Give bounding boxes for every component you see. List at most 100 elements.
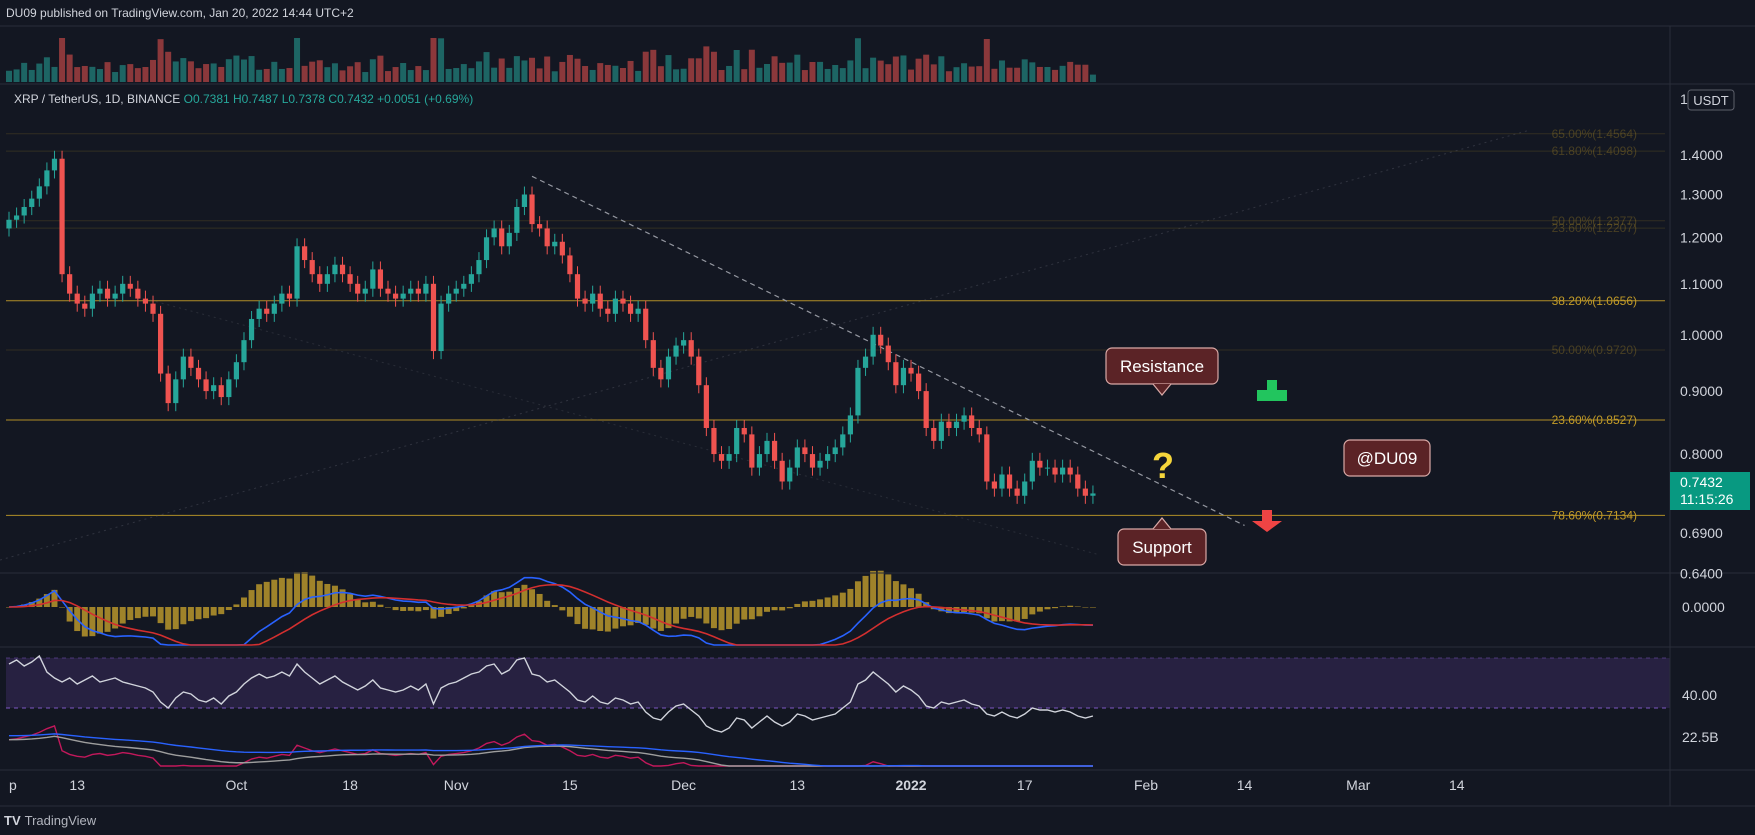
candle-body[interactable]	[408, 288, 414, 294]
candle-body[interactable]	[953, 421, 960, 428]
candle-body[interactable]	[483, 237, 490, 261]
candle-body[interactable]	[355, 283, 361, 294]
candle-body[interactable]	[468, 274, 474, 284]
candle-body[interactable]	[294, 246, 300, 299]
candle-body[interactable]	[574, 274, 581, 299]
candle-body[interactable]	[1082, 488, 1088, 496]
candle-body[interactable]	[89, 293, 95, 309]
candle-body[interactable]	[36, 186, 42, 199]
candle-body[interactable]	[233, 362, 239, 380]
candle-body[interactable]	[264, 308, 270, 314]
candle-body[interactable]	[74, 293, 80, 304]
candle-body[interactable]	[180, 356, 186, 380]
candle-body[interactable]	[718, 454, 725, 461]
support-label[interactable]: Support	[1117, 517, 1207, 566]
candle-body[interactable]	[999, 474, 1005, 489]
currency-badge[interactable]	[1687, 89, 1735, 111]
candle-body[interactable]	[650, 340, 656, 368]
candle-body[interactable]	[688, 340, 694, 357]
candle-body[interactable]	[430, 283, 437, 352]
candle-body[interactable]	[1044, 467, 1051, 469]
candle-body[interactable]	[317, 274, 323, 284]
candle-body[interactable]	[415, 288, 421, 294]
candle-body[interactable]	[51, 158, 58, 171]
candle-body[interactable]	[681, 340, 687, 346]
candle-body[interactable]	[1029, 460, 1035, 482]
candle-body[interactable]	[82, 303, 88, 309]
candle-body[interactable]	[590, 293, 596, 304]
candle-body[interactable]	[984, 434, 990, 482]
candle-body[interactable]	[491, 228, 497, 238]
candle-body[interactable]	[1014, 488, 1020, 496]
candle-body[interactable]	[771, 440, 778, 461]
candle-body[interactable]	[423, 283, 429, 294]
candle-body[interactable]	[127, 283, 133, 289]
candle-body[interactable]	[711, 427, 717, 455]
candle-body[interactable]	[612, 298, 618, 314]
candle-body[interactable]	[900, 367, 907, 386]
candle-body[interactable]	[120, 283, 126, 294]
candle-body[interactable]	[104, 288, 111, 299]
candle-body[interactable]	[1037, 460, 1043, 468]
candle-body[interactable]	[847, 415, 853, 435]
candle-body[interactable]	[991, 481, 997, 489]
candle-body[interactable]	[832, 447, 838, 455]
candle-body[interactable]	[241, 340, 247, 363]
candle-body[interactable]	[286, 293, 293, 299]
candle-body[interactable]	[392, 293, 399, 299]
candle-body[interactable]	[112, 293, 118, 299]
candle-body[interactable]	[635, 308, 641, 314]
candle-body[interactable]	[597, 293, 603, 309]
candle-body[interactable]	[29, 198, 35, 207]
candle-body[interactable]	[377, 269, 384, 289]
candle-body[interactable]	[59, 158, 65, 275]
candle-body[interactable]	[794, 447, 800, 468]
candle-body[interactable]	[529, 194, 535, 225]
candle-body[interactable]	[779, 460, 785, 482]
candle-body[interactable]	[696, 356, 702, 386]
candle-body[interactable]	[271, 303, 277, 314]
candle-body[interactable]	[1060, 467, 1066, 475]
candle-body[interactable]	[976, 427, 982, 435]
candle-body[interactable]	[226, 379, 232, 398]
candle-body[interactable]	[13, 215, 20, 220]
candle-body[interactable]	[1090, 493, 1096, 496]
candle-body[interactable]	[142, 298, 149, 304]
candle-body[interactable]	[825, 454, 831, 461]
candle-body[interactable]	[908, 367, 914, 374]
candle-body[interactable]	[385, 288, 391, 294]
candle-body[interactable]	[332, 264, 338, 275]
candle-body[interactable]	[203, 379, 209, 392]
candlesticks[interactable]	[6, 150, 1096, 504]
candle-body[interactable]	[499, 228, 505, 247]
candle-body[interactable]	[802, 447, 808, 455]
tradingview-logo[interactable]: TV TradingView	[4, 813, 96, 828]
candle-body[interactable]	[1006, 474, 1013, 489]
candle-body[interactable]	[643, 308, 649, 341]
candle-body[interactable]	[567, 255, 573, 275]
candle-body[interactable]	[703, 385, 709, 428]
candle-body[interactable]	[400, 293, 406, 299]
candle-body[interactable]	[453, 288, 459, 294]
candle-body[interactable]	[324, 274, 330, 284]
candle-body[interactable]	[885, 345, 891, 363]
candle-body[interactable]	[256, 308, 262, 319]
candle-body[interactable]	[135, 288, 141, 299]
candle-body[interactable]	[893, 362, 899, 386]
candle-body[interactable]	[521, 194, 528, 207]
candle-body[interactable]	[362, 288, 368, 294]
candle-body[interactable]	[658, 367, 664, 380]
candle-body[interactable]	[218, 385, 224, 398]
candle-body[interactable]	[559, 241, 565, 256]
candle-body[interactable]	[923, 391, 929, 428]
candle-body[interactable]	[438, 303, 444, 352]
candle-body[interactable]	[665, 356, 672, 380]
candle-body[interactable]	[506, 232, 512, 247]
candle-body[interactable]	[734, 427, 740, 455]
candle-body[interactable]	[764, 440, 770, 455]
candle-body[interactable]	[620, 298, 626, 304]
candle-body[interactable]	[476, 260, 482, 275]
candle-body[interactable]	[787, 467, 793, 482]
candle-body[interactable]	[870, 334, 876, 357]
